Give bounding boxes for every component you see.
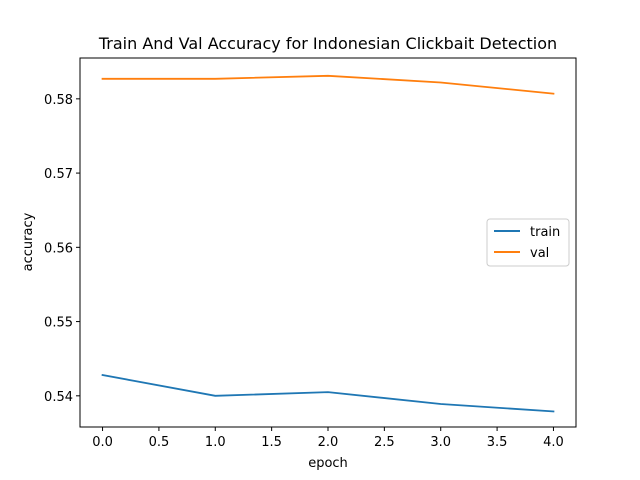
y-tick-label: 0.55	[44, 316, 73, 331]
plot-series-group	[101, 74, 555, 413]
y-tick-label: 0.57	[44, 167, 73, 182]
x-tick-label: 0.0	[92, 435, 113, 450]
y-tick-label: 0.56	[44, 241, 73, 256]
x-tick-label: 3.0	[430, 435, 451, 450]
y-axis-label: accuracy	[21, 212, 36, 271]
x-tick-label: 3.5	[487, 435, 508, 450]
x-tick-label: 0.5	[149, 435, 170, 450]
series-line-val	[101, 74, 555, 95]
chart-title: Train And Val Accuracy for Indonesian Cl…	[98, 34, 557, 53]
y-axis-ticks: 0.54 0.55 0.56 0.57 0.58	[44, 93, 80, 405]
y-tick-label: 0.58	[44, 93, 73, 108]
legend-train-label: train	[530, 225, 560, 240]
x-tick-label: 1.5	[261, 435, 282, 450]
series-line-train	[101, 373, 555, 413]
x-axis-label: epoch	[308, 456, 348, 471]
x-tick-label: 1.0	[205, 435, 226, 450]
x-tick-label: 2.5	[374, 435, 395, 450]
x-axis-ticks: 0.0 0.5 1.0 1.5 2.0 2.5 3.0 3.5 4.0	[92, 427, 564, 450]
legend-val-label: val	[530, 246, 549, 261]
legend: train val	[486, 218, 570, 267]
x-tick-label: 4.0	[543, 435, 564, 450]
x-tick-label: 2.0	[318, 435, 339, 450]
y-tick-label: 0.54	[44, 390, 73, 405]
